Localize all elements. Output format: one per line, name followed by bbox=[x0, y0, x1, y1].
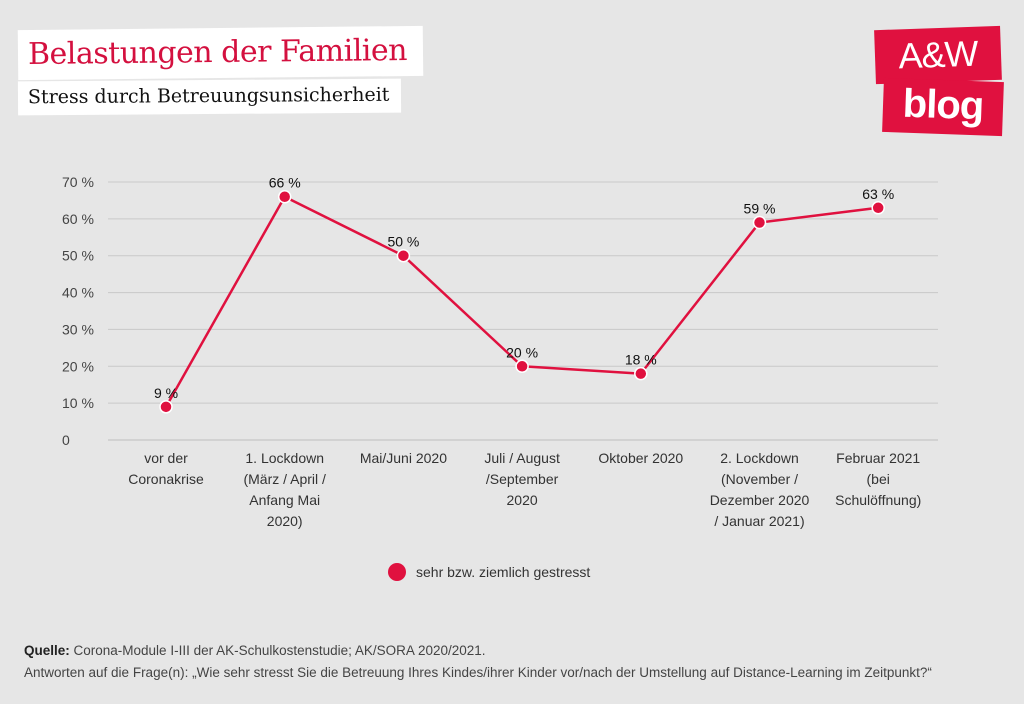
data-label: 18 % bbox=[625, 352, 657, 368]
data-point bbox=[277, 189, 292, 204]
x-tick-label: Oktober 2020 bbox=[598, 450, 683, 466]
data-point bbox=[159, 400, 173, 414]
x-tick-label: Juli / August/September 2020 bbox=[484, 450, 560, 508]
question-note: Antworten auf die Frage(n): „Wie sehr st… bbox=[24, 665, 932, 680]
y-tick-label: 30 % bbox=[62, 321, 94, 337]
x-tick-line: Juli / August bbox=[484, 450, 560, 466]
y-tick-label: 0 bbox=[62, 432, 70, 448]
x-tick-line: / Januar 2021) bbox=[714, 513, 804, 529]
x-tick-line: Anfang Mai bbox=[249, 492, 320, 508]
data-label: 9 % bbox=[154, 385, 178, 401]
data-point bbox=[396, 248, 411, 263]
y-tick-label: 60 % bbox=[62, 211, 94, 227]
y-tick-label: 50 % bbox=[62, 248, 94, 264]
data-label: 59 % bbox=[744, 201, 776, 217]
x-tick-line: 1. Lockdown bbox=[245, 450, 324, 466]
x-tick-line: 2020 bbox=[507, 492, 538, 508]
x-tick-label: Februar 2021 (bei Schulöffnung) bbox=[835, 450, 921, 508]
data-point bbox=[752, 215, 767, 230]
data-label: 50 % bbox=[387, 234, 419, 250]
series-line bbox=[164, 195, 879, 408]
x-tick-label: Mai/Juni 2020 bbox=[360, 450, 447, 466]
legend-marker bbox=[388, 563, 406, 581]
y-axis-ticks: 0 10 % 20 % 30 % 40 % 50 % 60 % 70 % bbox=[62, 174, 94, 448]
x-tick-line: (bei bbox=[867, 471, 890, 487]
data-label: 63 % bbox=[862, 186, 894, 202]
x-tick-label: 1. Lockdown (März / April / Anfang Mai 2020… bbox=[243, 450, 326, 529]
x-tick-line: Dezember 2020 bbox=[710, 492, 810, 508]
x-tick-line: Schulöffnung) bbox=[835, 492, 921, 508]
x-tick-line: vor der bbox=[144, 450, 188, 466]
y-tick-label: 70 % bbox=[62, 174, 94, 190]
x-tick-line: Mai/Juni 2020 bbox=[360, 450, 447, 466]
source-line: Quelle: Corona-Module I-III der AK-Schul… bbox=[24, 640, 932, 662]
source-label: Quelle: bbox=[24, 643, 70, 658]
x-tick-line: Februar 2021 bbox=[836, 450, 920, 466]
data-point bbox=[634, 366, 648, 381]
x-axis-ticks: vor der Coronakrise 1. Lockdown (März / Apr… bbox=[128, 450, 921, 529]
y-tick-label: 10 % bbox=[62, 395, 94, 411]
x-tick-line: (November / bbox=[721, 471, 798, 487]
legend: sehr bzw. ziemlich gestresst bbox=[388, 563, 590, 581]
data-label: 66 % bbox=[269, 175, 301, 191]
x-tick-label: vor der Coronakrise bbox=[128, 450, 204, 487]
x-tick-line: 2020) bbox=[267, 513, 303, 529]
x-tick-line: 2. Lockdown bbox=[720, 450, 799, 466]
data-label: 20 % bbox=[506, 344, 538, 360]
data-point bbox=[871, 201, 885, 215]
grid-lines bbox=[108, 181, 938, 441]
footer: Quelle: Corona-Module I-III der AK-Schul… bbox=[24, 640, 932, 684]
series-polyline bbox=[164, 195, 879, 408]
data-points bbox=[159, 189, 885, 414]
data-labels: 9 % 66 % 50 % 20 % 18 % 59 % 63 % bbox=[154, 175, 894, 401]
x-tick-label: 2. Lockdown (November / Dezember 2020 / Jan… bbox=[710, 450, 810, 529]
x-tick-line: /September bbox=[486, 471, 559, 487]
y-tick-label: 20 % bbox=[62, 358, 94, 374]
x-tick-line: Oktober 2020 bbox=[598, 450, 683, 466]
y-tick-label: 40 % bbox=[62, 285, 94, 301]
source-text: Corona-Module I-III der AK-Schulkostenst… bbox=[69, 643, 486, 658]
x-tick-line: Coronakrise bbox=[128, 471, 204, 487]
data-point bbox=[515, 359, 529, 374]
x-tick-line: (März / April / bbox=[243, 471, 326, 487]
legend-label: sehr bzw. ziemlich gestresst bbox=[416, 564, 591, 580]
